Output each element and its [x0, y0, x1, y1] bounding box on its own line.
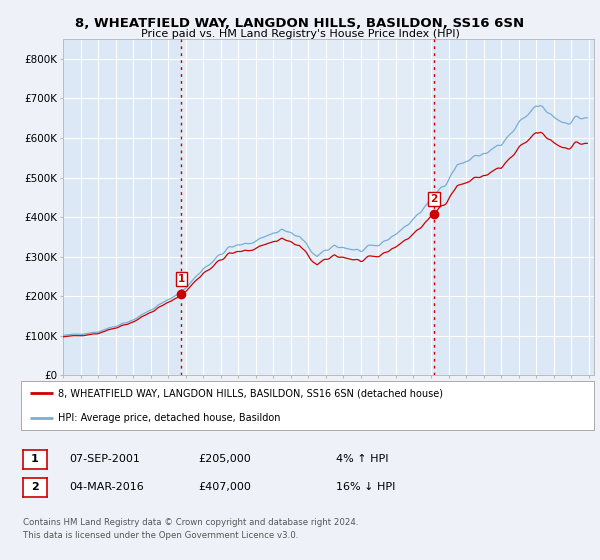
Text: 8, WHEATFIELD WAY, LANGDON HILLS, BASILDON, SS16 6SN (detached house): 8, WHEATFIELD WAY, LANGDON HILLS, BASILD… [58, 388, 443, 398]
Text: £407,000: £407,000 [198, 482, 251, 492]
Bar [181, 39, 434, 375]
Text: 1: 1 [31, 454, 38, 464]
Text: 4% ↑ HPI: 4% ↑ HPI [336, 454, 389, 464]
Text: 2: 2 [31, 482, 38, 492]
Text: 8, WHEATFIELD WAY, LANGDON HILLS, BASILDON, SS16 6SN: 8, WHEATFIELD WAY, LANGDON HILLS, BASILD… [76, 17, 524, 30]
Text: Price paid vs. HM Land Registry's House Price Index (HPI): Price paid vs. HM Land Registry's House … [140, 29, 460, 39]
Text: £205,000: £205,000 [198, 454, 251, 464]
Text: 07-SEP-2001: 07-SEP-2001 [69, 454, 140, 464]
Text: 04-MAR-2016: 04-MAR-2016 [69, 482, 144, 492]
Text: 16% ↓ HPI: 16% ↓ HPI [336, 482, 395, 492]
Text: 1: 1 [178, 274, 185, 284]
Text: Contains HM Land Registry data © Crown copyright and database right 2024.
This d: Contains HM Land Registry data © Crown c… [23, 518, 358, 540]
Text: HPI: Average price, detached house, Basildon: HPI: Average price, detached house, Basi… [58, 413, 281, 423]
Text: 2: 2 [430, 194, 437, 204]
